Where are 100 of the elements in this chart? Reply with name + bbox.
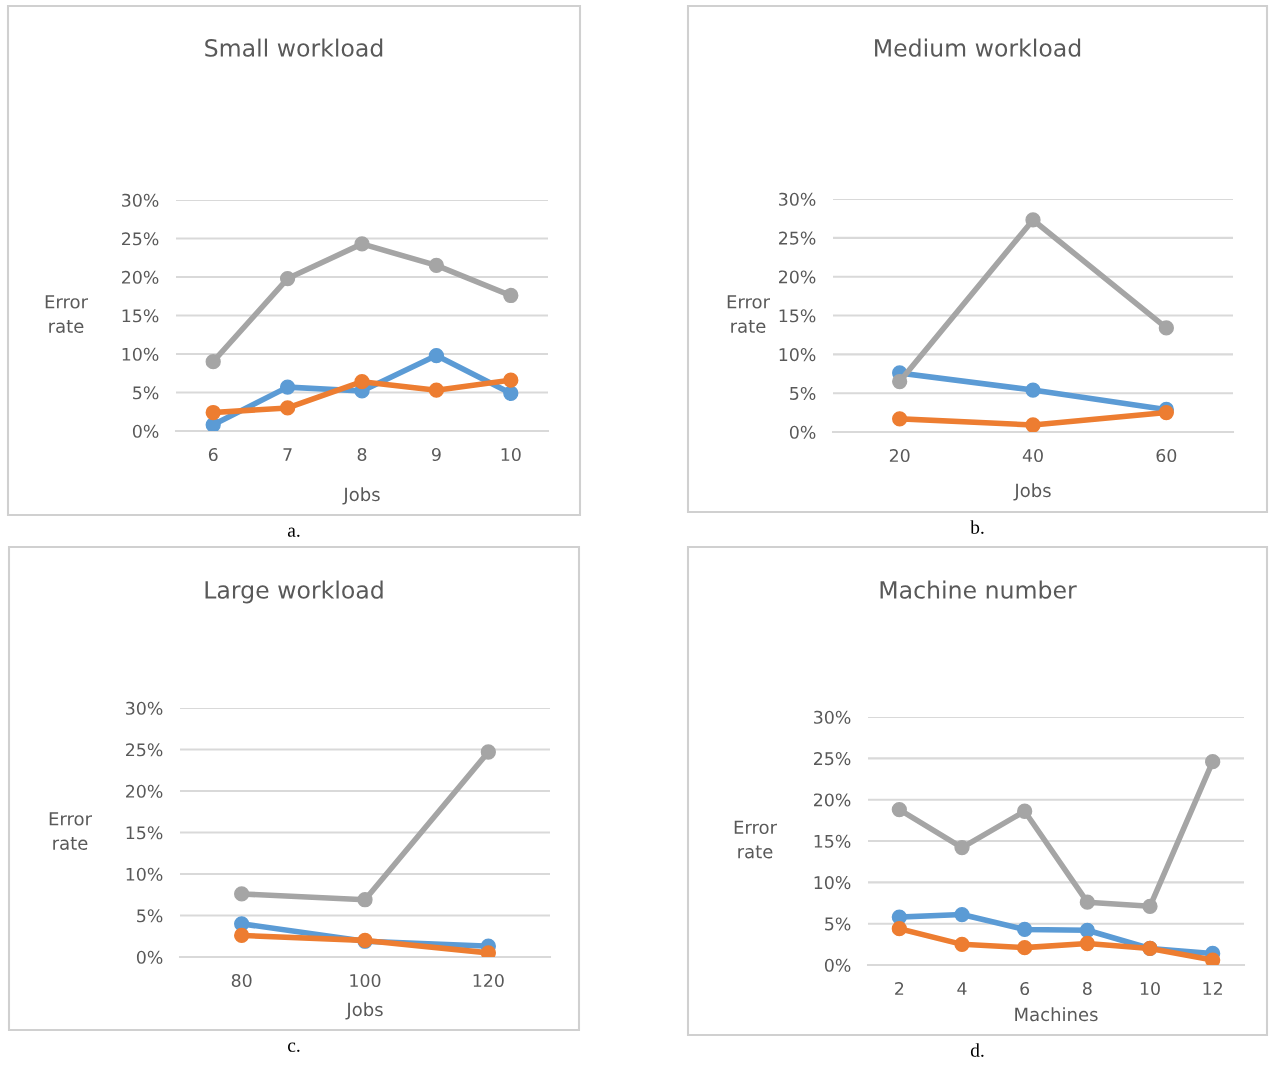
point bbox=[1017, 803, 1033, 819]
y-tick-label: 30% bbox=[814, 710, 851, 724]
y-tick-label: 30% bbox=[122, 193, 159, 207]
point bbox=[1017, 940, 1033, 956]
x-tick-label: 80 bbox=[231, 973, 252, 988]
point bbox=[279, 400, 296, 416]
y-tick-label: 25% bbox=[126, 743, 163, 757]
y-tick-label: 15% bbox=[122, 309, 159, 323]
point bbox=[1025, 382, 1041, 398]
point bbox=[1158, 320, 1174, 336]
y-axis-title: Error rate bbox=[734, 820, 777, 859]
chart-title: Machine number bbox=[880, 580, 1077, 599]
point bbox=[892, 373, 908, 390]
y-tick-label: 15% bbox=[814, 834, 851, 848]
y-tick-label: 20% bbox=[814, 793, 851, 807]
y-tick-label: 10% bbox=[122, 347, 159, 361]
chart-title: Small workload bbox=[205, 38, 383, 57]
y-axis-title: Error rate bbox=[45, 295, 88, 333]
point bbox=[954, 936, 970, 952]
point bbox=[480, 945, 496, 957]
y-tick-label: 0% bbox=[132, 424, 159, 438]
point bbox=[891, 920, 907, 937]
chart-title: Medium workload bbox=[875, 38, 1081, 57]
y-tick-label: 0% bbox=[824, 958, 851, 972]
point bbox=[205, 404, 221, 421]
point bbox=[205, 354, 221, 370]
y-tick-label: 5% bbox=[133, 386, 159, 400]
text: b. bbox=[970, 520, 984, 534]
chart-title: Large workload bbox=[205, 580, 383, 604]
point bbox=[891, 801, 907, 818]
y-tick-label: 25% bbox=[122, 232, 159, 246]
y-axis-title: Error rate bbox=[727, 295, 770, 333]
y-tick-label: 5% bbox=[790, 386, 816, 401]
x-tick-label: 6 bbox=[1020, 981, 1030, 996]
point bbox=[1017, 921, 1033, 938]
x-tick-label: 8 bbox=[357, 447, 367, 462]
y-tick-label: 30% bbox=[779, 192, 816, 206]
x-tick-label: 10 bbox=[1140, 981, 1160, 996]
x-tick-label: 9 bbox=[431, 447, 441, 462]
x-axis-title: Jobs bbox=[345, 1002, 383, 1020]
x-tick-label: 7 bbox=[283, 448, 292, 461]
y-tick-label: 5% bbox=[137, 909, 163, 923]
point bbox=[428, 347, 445, 364]
text: d. bbox=[970, 1043, 984, 1057]
point bbox=[1079, 894, 1095, 910]
point bbox=[428, 382, 445, 398]
point bbox=[1205, 754, 1221, 770]
y-tick-label: 20% bbox=[126, 784, 163, 798]
point bbox=[279, 379, 296, 395]
x-tick-label: 20 bbox=[889, 448, 910, 463]
text: a. bbox=[287, 527, 300, 537]
point bbox=[503, 385, 519, 401]
y-tick-label: 15% bbox=[779, 309, 816, 323]
point bbox=[503, 287, 519, 304]
y-tick-label: 5% bbox=[825, 917, 851, 931]
x-axis-title: Jobs bbox=[1013, 483, 1051, 501]
y-tick-label: 30% bbox=[126, 701, 163, 715]
y-tick-label: 25% bbox=[779, 231, 816, 245]
point bbox=[234, 886, 250, 902]
point bbox=[954, 906, 970, 923]
x-tick-label: 100 bbox=[350, 973, 381, 988]
y-tick-label: 25% bbox=[814, 752, 851, 766]
point bbox=[1205, 952, 1221, 965]
point bbox=[480, 744, 496, 760]
y-tick-label: 0% bbox=[136, 950, 163, 964]
point bbox=[892, 411, 908, 427]
point bbox=[357, 892, 373, 908]
point bbox=[1142, 898, 1158, 914]
point bbox=[205, 417, 221, 431]
y-tick-label: 20% bbox=[122, 270, 159, 284]
y-tick-label: 10% bbox=[779, 348, 816, 362]
point bbox=[503, 372, 519, 388]
x-tick-label: 10 bbox=[501, 447, 521, 462]
x-tick-label: 8 bbox=[1082, 981, 1092, 996]
point bbox=[354, 374, 370, 390]
y-tick-label: 10% bbox=[814, 876, 851, 890]
x-tick-label: 12 bbox=[1203, 981, 1222, 995]
point bbox=[428, 257, 445, 274]
y-tick-label: 0% bbox=[789, 425, 816, 439]
y-axis-title: Error rate bbox=[49, 812, 92, 850]
text: c. bbox=[288, 1042, 300, 1052]
y-tick-label: 10% bbox=[126, 867, 163, 881]
point bbox=[954, 839, 970, 856]
x-tick-label: 60 bbox=[1156, 448, 1177, 463]
point bbox=[1079, 935, 1095, 952]
point bbox=[279, 270, 296, 287]
x-tick-label: 6 bbox=[208, 447, 218, 462]
point bbox=[1025, 417, 1041, 432]
x-tick-label: 40 bbox=[1022, 448, 1043, 463]
point bbox=[1079, 922, 1095, 938]
y-tick-label: 20% bbox=[779, 270, 816, 284]
x-tick-label: 2 bbox=[895, 981, 904, 995]
x-tick-label: 120 bbox=[473, 973, 504, 988]
x-axis-title: Machines bbox=[1015, 1007, 1098, 1022]
x-axis-title: Jobs bbox=[342, 487, 380, 505]
y-tick-label: 15% bbox=[126, 826, 163, 840]
point bbox=[234, 927, 250, 944]
point bbox=[354, 236, 370, 252]
point bbox=[1025, 212, 1041, 228]
x-tick-label: 4 bbox=[957, 982, 967, 995]
